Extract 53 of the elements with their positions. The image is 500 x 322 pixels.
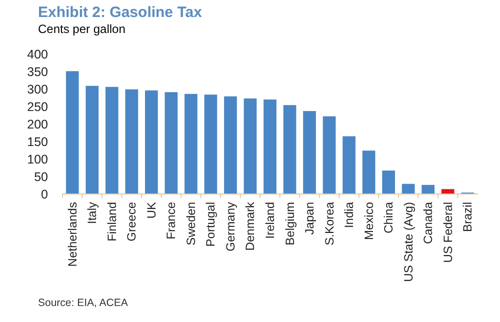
bar [382, 170, 395, 194]
x-tick-label: Sweden [184, 202, 198, 246]
y-tick-label: 200 [27, 117, 48, 132]
bar [125, 89, 138, 194]
x-tick-label: Brazil [460, 202, 475, 232]
bar [402, 184, 415, 194]
chart-title: Exhibit 2: Gasoline Tax [38, 4, 203, 21]
x-tick-label: UK [144, 202, 158, 219]
bar [184, 94, 198, 194]
y-tick-label: 0 [41, 187, 48, 202]
x-tick-label: Japan [302, 202, 317, 235]
x-tick-label: US State (Avg) [401, 202, 416, 282]
bar [224, 96, 237, 194]
bar [441, 189, 454, 194]
y-tick-label: 400 [27, 47, 48, 62]
y-tick-label: 350 [27, 64, 48, 79]
x-tick-label: Canada [421, 202, 436, 244]
bar [362, 150, 376, 194]
bar [303, 111, 316, 194]
bar [264, 100, 276, 194]
bar [86, 86, 99, 194]
y-tick-label: 100 [27, 152, 48, 166]
x-tick-label: Denmark [243, 201, 258, 251]
bar [105, 86, 118, 194]
bar [283, 105, 296, 194]
bar [322, 116, 336, 194]
bar [204, 94, 218, 194]
y-tick-label: 150 [27, 134, 48, 149]
x-tick-label: Italy [85, 202, 100, 224]
x-tick-label: China [382, 202, 396, 234]
x-tick-label: Portugal [204, 202, 218, 247]
x-tick-label: France [164, 202, 178, 240]
bar [164, 92, 178, 194]
x-tick-label: Netherlands [65, 202, 80, 267]
y-tick-label: 250 [27, 100, 48, 114]
y-tick-label: 300 [27, 82, 48, 96]
bar [422, 184, 435, 194]
x-tick-label: US Federal [440, 202, 455, 263]
bar [66, 71, 79, 194]
bar [244, 98, 257, 194]
x-tick-label: Finland [104, 202, 119, 242]
x-tick-label: S.Korea [322, 202, 336, 246]
x-tick-label: India [342, 202, 356, 228]
x-tick-label: Ireland [263, 202, 277, 239]
x-tick-label: Greece [124, 202, 139, 242]
x-tick-label: Belgium [282, 202, 297, 246]
bar [145, 90, 158, 194]
source-note: Source: EIA, ACEA [38, 297, 128, 309]
chart-subtitle: Cents per gallon [38, 22, 126, 36]
y-tick-label: 50 [34, 170, 48, 184]
bar [342, 136, 356, 194]
x-tick-label: Germany [223, 202, 238, 252]
x-tick-label: Mexico [362, 202, 376, 240]
